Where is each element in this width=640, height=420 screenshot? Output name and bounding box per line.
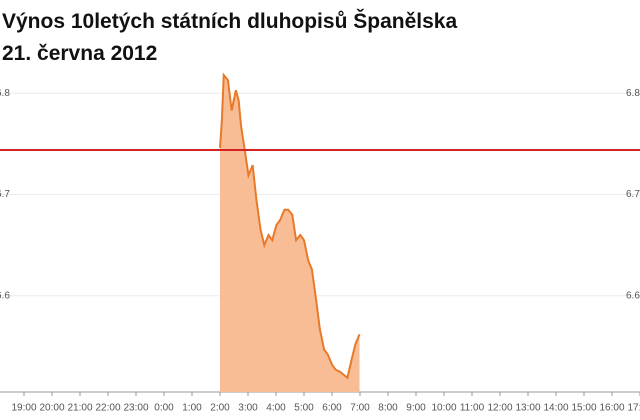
x-tick-label: 6:00 [322, 403, 342, 414]
x-tick-label: 11:00 [460, 403, 485, 414]
x-tick-label: 21:00 [67, 403, 92, 414]
x-tick-label: 13:00 [515, 403, 540, 414]
x-tick-label: 10:00 [431, 403, 456, 414]
y-tick-label: 6.8 [0, 88, 10, 99]
x-tick-label: 0:00 [154, 403, 174, 414]
x-tick-label: 4:00 [266, 403, 286, 414]
x-tick-label: 14:00 [543, 403, 568, 414]
y-tick-label-right: 6.7 [626, 189, 640, 200]
x-tick-label: 8:00 [378, 403, 398, 414]
x-tick-label: 12:00 [487, 403, 512, 414]
y-tick-label-right: 6.6 [626, 290, 640, 301]
line [219, 72, 361, 380]
x-tick-label: 5:00 [294, 403, 314, 414]
x-tick-label: 2:00 [210, 403, 230, 414]
x-tick-label: 22:00 [95, 403, 120, 414]
x-tick-label: 15:00 [571, 403, 596, 414]
chart-title: Výnos 10letých státních dluhopisů Španěl… [2, 9, 457, 33]
x-tick-label: 17:00 [627, 403, 640, 414]
chart-subtitle: 21. června 2012 [2, 42, 157, 65]
x-tick-label: 16:00 [599, 403, 624, 414]
x-tick-label: 1:00 [182, 403, 202, 414]
x-tick-label: 9:00 [406, 403, 426, 414]
x-tick-label: 7:00 [350, 403, 370, 414]
x-tick-label: 23:00 [123, 403, 148, 414]
x-tick-label: 20:00 [39, 403, 64, 414]
area-fill [220, 75, 360, 392]
y-tick-label-right: 6.8 [626, 88, 640, 99]
y-tick-label: 6.7 [0, 189, 10, 200]
x-tick-label: 19:00 [11, 403, 36, 414]
y-tick-label: 6.6 [0, 290, 10, 301]
x-tick-label: 3:00 [238, 403, 258, 414]
